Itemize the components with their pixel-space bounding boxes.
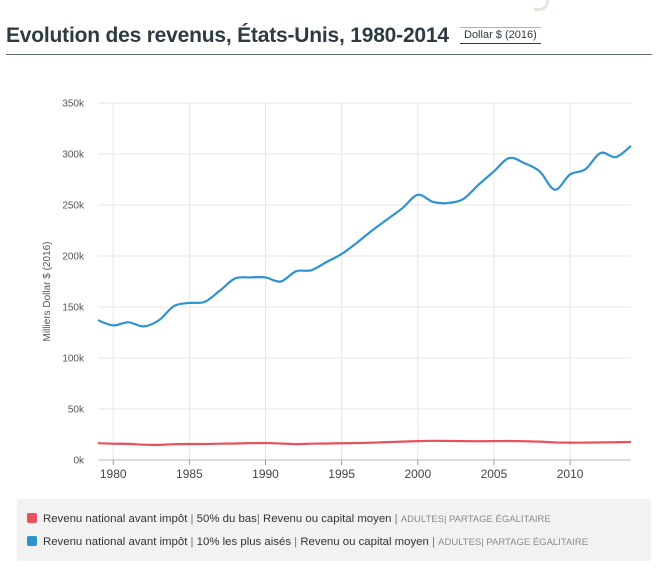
series-group — [97, 144, 632, 447]
grid — [98, 102, 631, 461]
x-tick-label: 1995 — [328, 467, 355, 481]
legend-item-bottom50[interactable]: Revenu national avant impôt | 50% du bas… — [27, 513, 551, 529]
y-tick-label: 300k — [62, 150, 85, 161]
y-tick-label: 0k — [73, 456, 85, 467]
x-tick-label: 2005 — [481, 467, 508, 481]
legend-tag-sharing: PARTAGE ÉGALITAIRE — [449, 514, 551, 525]
y-tick-label: 50k — [68, 405, 85, 416]
corner-decoration — [534, 0, 549, 11]
legend-measure: Revenu ou capital moyen — [300, 536, 429, 548]
x-tick-label: 1985 — [176, 467, 203, 481]
legend-measure: Revenu ou capital moyen — [262, 513, 392, 525]
x-tick-label: 2010 — [557, 467, 584, 481]
x-tick-label: 1990 — [252, 467, 279, 481]
y-tick-label: 350k — [62, 99, 85, 110]
legend-item-top10[interactable]: Revenu national avant impôt | 10% les pl… — [27, 536, 588, 552]
y-axis: 0k 50k 100k 150k 200k 250k 300k 350k — [62, 99, 85, 467]
y-tick-label: 150k — [62, 303, 85, 314]
y-axis-label: Milliers Dollar $ (2016) — [42, 241, 53, 341]
chart-header: Evolution des revenus, États-Unis, 1980-… — [6, 22, 652, 55]
y-tick-label: 100k — [62, 354, 85, 365]
unit-selector[interactable]: Dollar $ (2016) — [460, 27, 541, 44]
y-tick-label: 250k — [62, 201, 85, 212]
chart-title: Evolution des revenus, États-Unis, 1980-… — [6, 24, 449, 47]
legend-label: Revenu national avant impôt — [43, 536, 188, 548]
legend-label: Revenu national avant impôt — [43, 513, 188, 525]
legend-group: 10% les plus aisés — [196, 536, 292, 548]
legend-swatch-bottom50 — [27, 513, 37, 523]
legend-tag-adults: ADULTES — [400, 514, 444, 525]
y-tick-label: 200k — [62, 252, 85, 263]
x-tick-label: 2000 — [404, 467, 431, 481]
series-line-top10 — [97, 144, 632, 328]
legend-swatch-top10 — [27, 536, 37, 546]
series-line-bottom50 — [97, 439, 632, 447]
legend-tag-sharing: PARTAGE ÉGALITAIRE — [486, 537, 589, 548]
x-axis: 1980 1985 1990 1995 2000 2005 2010 — [98, 459, 631, 481]
legend: Revenu national avant impôt | 50% du bas… — [17, 499, 651, 561]
legend-group: 50% du bas — [196, 513, 257, 525]
legend-tag-adults: ADULTES — [438, 537, 482, 548]
x-tick-label: 1980 — [100, 467, 127, 481]
